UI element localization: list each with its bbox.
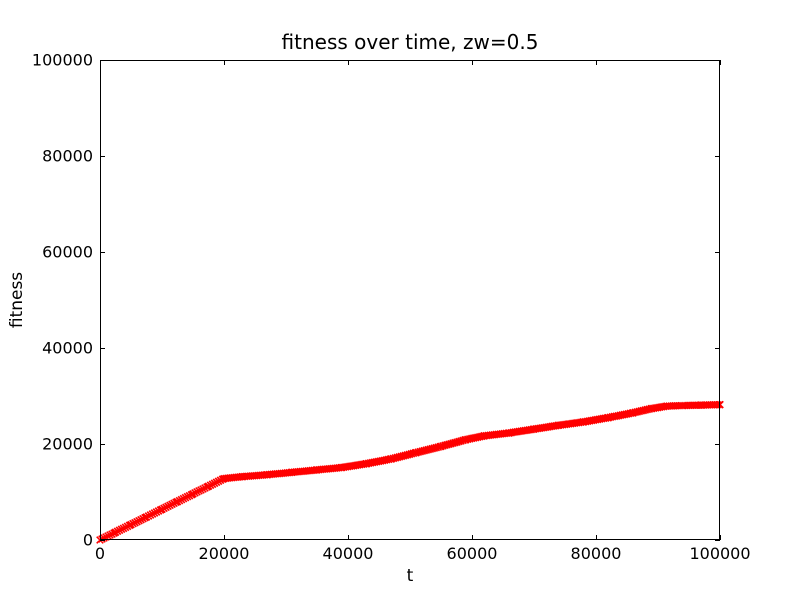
data-series-markers [96,400,724,544]
chart-title: fitness over time, zw=0.5 [281,30,539,54]
x-tick-label: 20000 [199,544,250,563]
data-series-fitness [96,400,724,544]
axes-frame [100,60,720,540]
x-axis-label: t [406,566,414,586]
y-tick-label: 20000 [42,435,93,454]
tick-labels: 0 20000 40000 60000 80000 100000 0 20000 40000 60… [32,51,751,564]
data-series-line [99,403,721,541]
y-tick-label: 0 [83,531,93,550]
x-tick-label: 60000 [447,544,498,563]
x-tick-label: 40000 [323,544,374,563]
x-tick-label: 80000 [571,544,622,563]
y-tick-label: 80000 [42,147,93,166]
x-tick-label: 100000 [689,544,750,563]
x-tick-label: 0 [95,544,105,563]
y-tick-label: 60000 [42,243,93,262]
tick-marks [100,60,721,541]
y-tick-label: 40000 [42,339,93,358]
y-tick-label: 100000 [32,51,93,70]
